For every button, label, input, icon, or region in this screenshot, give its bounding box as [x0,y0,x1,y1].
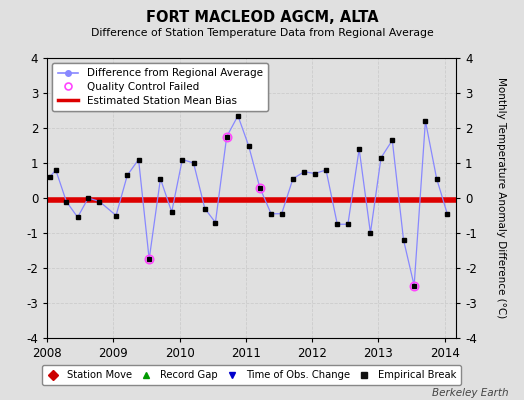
Text: Berkeley Earth: Berkeley Earth [432,388,508,398]
Legend: Station Move, Record Gap, Time of Obs. Change, Empirical Break: Station Move, Record Gap, Time of Obs. C… [42,365,461,385]
Legend: Difference from Regional Average, Quality Control Failed, Estimated Station Mean: Difference from Regional Average, Qualit… [52,63,268,111]
Y-axis label: Monthly Temperature Anomaly Difference (°C): Monthly Temperature Anomaly Difference (… [496,77,506,319]
Text: FORT MACLEOD AGCM, ALTA: FORT MACLEOD AGCM, ALTA [146,10,378,25]
Text: Difference of Station Temperature Data from Regional Average: Difference of Station Temperature Data f… [91,28,433,38]
